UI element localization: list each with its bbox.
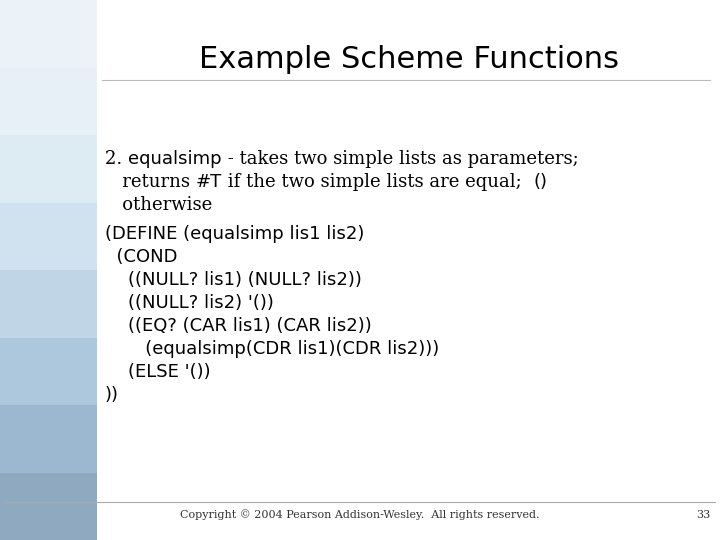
Text: )): )) (105, 386, 119, 404)
Text: ((NULL? lis2) '()): ((NULL? lis2) '()) (105, 294, 274, 312)
Bar (0, 135, 97, 202)
Text: ((NULL? lis1) (NULL? lis2)): ((NULL? lis1) (NULL? lis2)) (105, 271, 362, 289)
Text: (ELSE '()): (ELSE '()) (105, 363, 211, 381)
Text: otherwise: otherwise (105, 196, 212, 214)
Text: (equalsimp(CDR lis1)(CDR lis2))): (equalsimp(CDR lis1)(CDR lis2))) (105, 340, 439, 358)
Text: if the two simple lists are equal;: if the two simple lists are equal; (222, 173, 534, 191)
Text: returns: returns (105, 173, 196, 191)
Bar (0, 405, 97, 472)
Text: Example Scheme Functions: Example Scheme Functions (199, 45, 618, 74)
Text: (COND: (COND (105, 248, 178, 266)
Bar (97, 0, 720, 540)
Bar (0, 0, 97, 68)
Bar (0, 338, 97, 405)
Text: Copyright © 2004 Pearson Addison-Wesley.  All rights reserved.: Copyright © 2004 Pearson Addison-Wesley.… (180, 509, 540, 520)
Text: equalsimp: equalsimp (128, 150, 222, 168)
Text: - takes two simple lists as parameters;: - takes two simple lists as parameters; (222, 150, 578, 168)
Text: 33: 33 (696, 510, 710, 520)
Text: (): () (534, 173, 547, 191)
Text: #T: #T (196, 173, 222, 191)
Bar (0, 68, 97, 135)
Text: 2.: 2. (105, 150, 128, 168)
Bar (0, 202, 97, 270)
Bar (0, 270, 97, 338)
Bar (0, 472, 97, 540)
Text: (DEFINE (equalsimp lis1 lis2): (DEFINE (equalsimp lis1 lis2) (105, 225, 364, 243)
Text: ((EQ? (CAR lis1) (CAR lis2)): ((EQ? (CAR lis1) (CAR lis2)) (105, 317, 372, 335)
